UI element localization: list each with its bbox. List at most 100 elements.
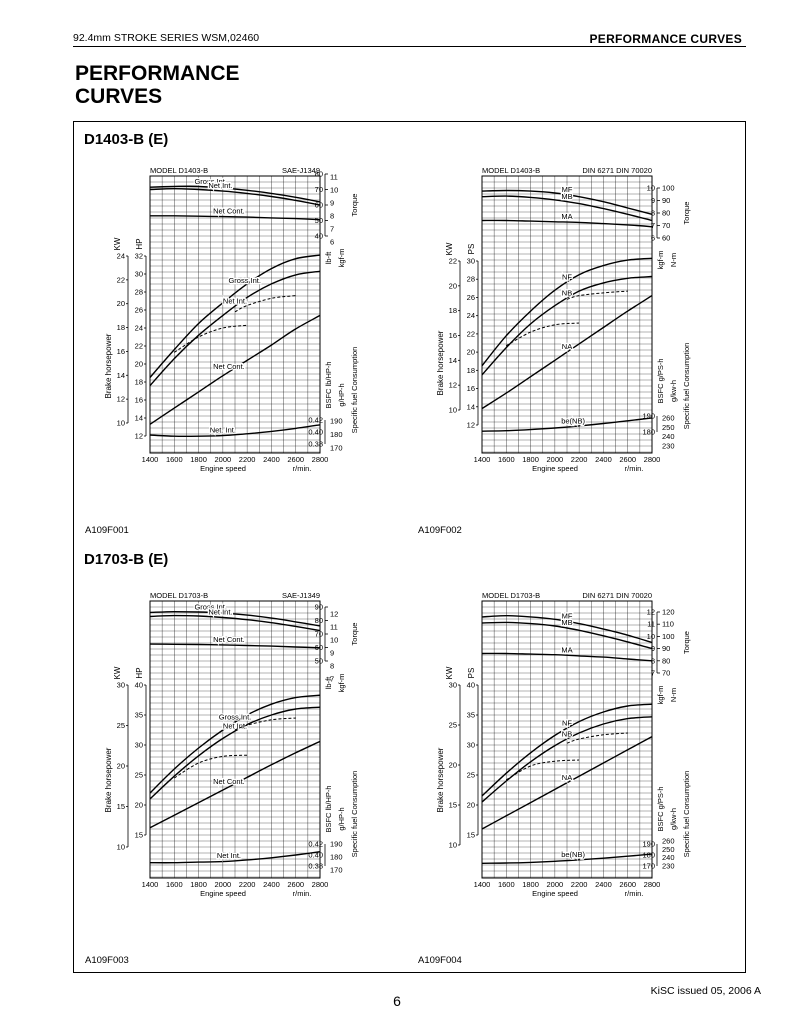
- series-label: NF: [562, 719, 572, 728]
- series-line-dashed: [566, 290, 628, 300]
- kw-tick-label: 15: [449, 801, 457, 810]
- kw-tick-label: 12: [117, 395, 125, 404]
- kw-tick-label: 22: [449, 257, 457, 266]
- series-label: Net. Int.: [210, 426, 236, 435]
- sfc-axis-title: Specific fuel Consumption: [682, 343, 691, 430]
- power-tick-label: 35: [467, 711, 475, 720]
- x-tick-label: 1800: [522, 880, 539, 889]
- kw-tick-label: 30: [449, 681, 457, 690]
- series-line: [481, 275, 653, 376]
- bsfc-tick-label-secondary: 260: [662, 414, 675, 423]
- kw-tick-label: 16: [449, 331, 457, 340]
- bsfc-tick-label-secondary: 240: [662, 432, 675, 441]
- series-line: [149, 706, 321, 800]
- torque-tick-label: 80: [315, 616, 323, 625]
- torque-unit-label-secondary: kgf-m: [337, 249, 346, 268]
- chart-standard-label: DIN 6271 DIN 70020: [582, 166, 652, 175]
- x-tick-label: 1600: [166, 880, 183, 889]
- power-unit-label: HP: [135, 667, 144, 678]
- series-label: Net Cont.: [213, 635, 245, 644]
- bsfc-tick-label: 180: [642, 428, 655, 437]
- series-line: [481, 189, 653, 215]
- issue-note: KiSC issued 05, 2006 A: [650, 985, 761, 997]
- chart-standard-label: SAE-J1349: [282, 591, 320, 600]
- bsfc-tick-label-secondary: 180: [330, 430, 343, 439]
- torque-tick-label-secondary: 11: [330, 623, 338, 632]
- bsfc-tick-label-secondary: 240: [662, 853, 675, 862]
- power-tick-label: 30: [467, 741, 475, 750]
- series-label: be(NB): [561, 416, 585, 425]
- bsfc-tick-label: 190: [642, 840, 655, 849]
- bsfc-tick-label: 0.38: [308, 440, 323, 449]
- x-axis-label: Engine speed: [200, 889, 246, 898]
- torque-tick-label-secondary: 9: [330, 199, 334, 208]
- series-label: MF: [562, 611, 573, 620]
- series-line: [149, 185, 321, 203]
- bsfc-unit-label: BSFC g/PS-h: [656, 786, 665, 831]
- power-unit-label: PS: [467, 668, 476, 679]
- torque-tick-label: 12: [647, 608, 655, 617]
- power-tick-label: 25: [467, 771, 475, 780]
- series-line: [481, 853, 653, 864]
- torque-tick-label-secondary: 7: [330, 225, 334, 234]
- series-line-dashed: [174, 324, 248, 353]
- chart-model-label: MODEL D1403-B: [482, 166, 540, 175]
- x-axis-unit: r/min.: [293, 464, 312, 473]
- chart-standard-label: SAE-J1349: [282, 166, 320, 175]
- series-label: MB: [561, 618, 572, 627]
- x-tick-label: 1400: [474, 880, 491, 889]
- power-tick-label: 16: [467, 384, 475, 393]
- torque-tick-label-secondary: 8: [330, 662, 334, 671]
- series-label: Net Int.: [217, 851, 241, 860]
- sfc-axis-title: Specific fuel Consumption: [350, 771, 359, 858]
- bsfc-unit-label-secondary: g/kw-h: [669, 380, 678, 402]
- kw-tick-label: 14: [117, 371, 125, 380]
- bsfc-tick-label-secondary: 260: [662, 837, 675, 846]
- torque-tick-label-secondary: 10: [330, 186, 338, 195]
- bsfc-unit-label: BSFC lb/HP-h: [324, 785, 333, 832]
- sfc-axis-title: Specific fuel Consumption: [350, 347, 359, 434]
- series-line: [481, 219, 653, 228]
- torque-tick-label: 70: [315, 630, 323, 639]
- chart-d1403-sae: MODEL D1403-B SAE-J1349 1400 1600 1800 2000 22…: [104, 166, 359, 473]
- series-label: Gross Int.: [219, 713, 252, 722]
- x-tick-label: 2200: [239, 455, 256, 464]
- torque-tick-label-secondary: 12: [330, 610, 338, 619]
- bsfc-tick-label: 190: [642, 412, 655, 421]
- content-frame: [73, 121, 746, 973]
- header-model-series: 92.4mm STROKE SERIES WSM,02460: [73, 32, 260, 44]
- x-tick-label: 2400: [263, 455, 280, 464]
- power-tick-label: 35: [135, 711, 143, 720]
- torque-tick-label: 50: [315, 657, 323, 666]
- bsfc-tick-label: 170: [642, 862, 655, 871]
- x-axis-unit: r/min.: [293, 889, 312, 898]
- kw-tick-label: 10: [117, 419, 125, 428]
- power-tick-label: 22: [467, 329, 475, 338]
- chart-standard-label: DIN 6271 DIN 70020: [582, 591, 652, 600]
- series-line-dashed: [174, 754, 248, 779]
- torque-tick-label-secondary: 70: [662, 221, 670, 230]
- series-line: [481, 621, 653, 650]
- power-tick-label: 20: [135, 801, 143, 810]
- series-line: [149, 694, 321, 794]
- series-line: [149, 424, 321, 438]
- torque-tick-label-secondary: 7: [330, 675, 334, 684]
- series-line: [481, 614, 653, 644]
- torque-tick-label-secondary: 80: [662, 209, 670, 218]
- left-axis-title: Brake horsepower: [436, 330, 445, 395]
- kw-tick-label: 18: [449, 306, 457, 315]
- kw-tick-label: 20: [449, 281, 457, 290]
- kw-tick-label: 14: [449, 356, 457, 365]
- series-line-dashed: [566, 732, 628, 744]
- bsfc-unit-label: BSFC g/PS-h: [656, 358, 665, 403]
- torque-unit-label-secondary: N-m: [669, 688, 678, 702]
- bsfc-tick-label-secondary: 250: [662, 423, 675, 432]
- series-label: MA: [561, 212, 572, 221]
- series-line: [481, 295, 653, 410]
- x-tick-label: 2000: [215, 455, 232, 464]
- series-label: NA: [562, 773, 572, 782]
- chart-model-label: MODEL D1703-B: [150, 591, 208, 600]
- torque-tick-label-secondary: 110: [662, 620, 674, 629]
- kw-tick-label: 10: [449, 841, 457, 850]
- power-tick-label: 20: [135, 360, 143, 369]
